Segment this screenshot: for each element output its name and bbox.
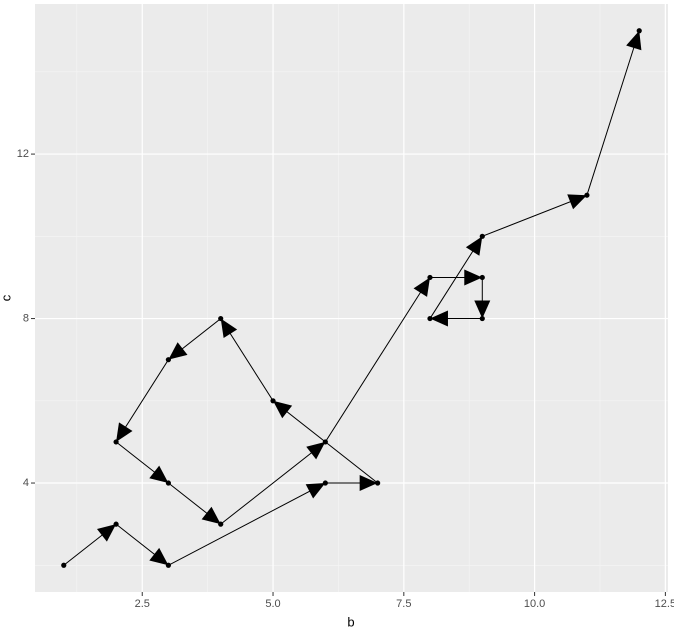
x-tick-label: 7.5 bbox=[396, 598, 411, 610]
point bbox=[427, 315, 433, 322]
arrow-head bbox=[96, 524, 117, 542]
arrow-head bbox=[149, 465, 169, 484]
arrow-head bbox=[413, 277, 430, 297]
arrow-head bbox=[201, 506, 221, 525]
y-axis-title: c bbox=[0, 294, 13, 301]
point bbox=[322, 480, 328, 486]
point bbox=[479, 233, 485, 239]
point bbox=[479, 315, 485, 322]
point bbox=[636, 28, 642, 34]
arrow-head bbox=[220, 318, 238, 339]
point bbox=[375, 480, 381, 486]
point bbox=[165, 480, 172, 486]
panel bbox=[35, 4, 668, 592]
x-tick-label: 10.0 bbox=[524, 598, 545, 610]
arrow-head bbox=[474, 300, 491, 319]
arrow-head bbox=[626, 30, 642, 51]
point bbox=[61, 562, 67, 568]
point bbox=[165, 562, 172, 568]
arrow-head bbox=[429, 310, 448, 327]
point bbox=[427, 274, 433, 281]
arrow-head bbox=[464, 269, 483, 286]
point bbox=[479, 274, 485, 281]
arrow-head bbox=[465, 236, 483, 256]
x-axis-title: b bbox=[347, 614, 354, 629]
point bbox=[165, 357, 172, 363]
arrow-head bbox=[567, 194, 587, 210]
y-tick-label: 12 bbox=[17, 148, 29, 160]
arrow-head bbox=[305, 483, 326, 499]
point bbox=[218, 521, 224, 527]
arrow-head bbox=[168, 342, 188, 360]
arrow-head bbox=[273, 400, 293, 419]
y-tick-label: 8 bbox=[23, 312, 29, 324]
point bbox=[218, 315, 224, 322]
y-tick-label: 4 bbox=[23, 477, 29, 489]
point bbox=[270, 398, 276, 404]
arrow-head bbox=[116, 422, 133, 442]
x-tick-label: 5.0 bbox=[265, 598, 280, 610]
arrow-head bbox=[149, 547, 169, 566]
arrow-head bbox=[306, 441, 326, 460]
point bbox=[322, 439, 328, 445]
arrow-head bbox=[359, 475, 378, 492]
point bbox=[584, 192, 590, 198]
point bbox=[113, 439, 119, 445]
x-tick-label: 12.5 bbox=[655, 598, 674, 610]
x-tick-label: 2.5 bbox=[135, 598, 150, 610]
point bbox=[113, 521, 119, 527]
